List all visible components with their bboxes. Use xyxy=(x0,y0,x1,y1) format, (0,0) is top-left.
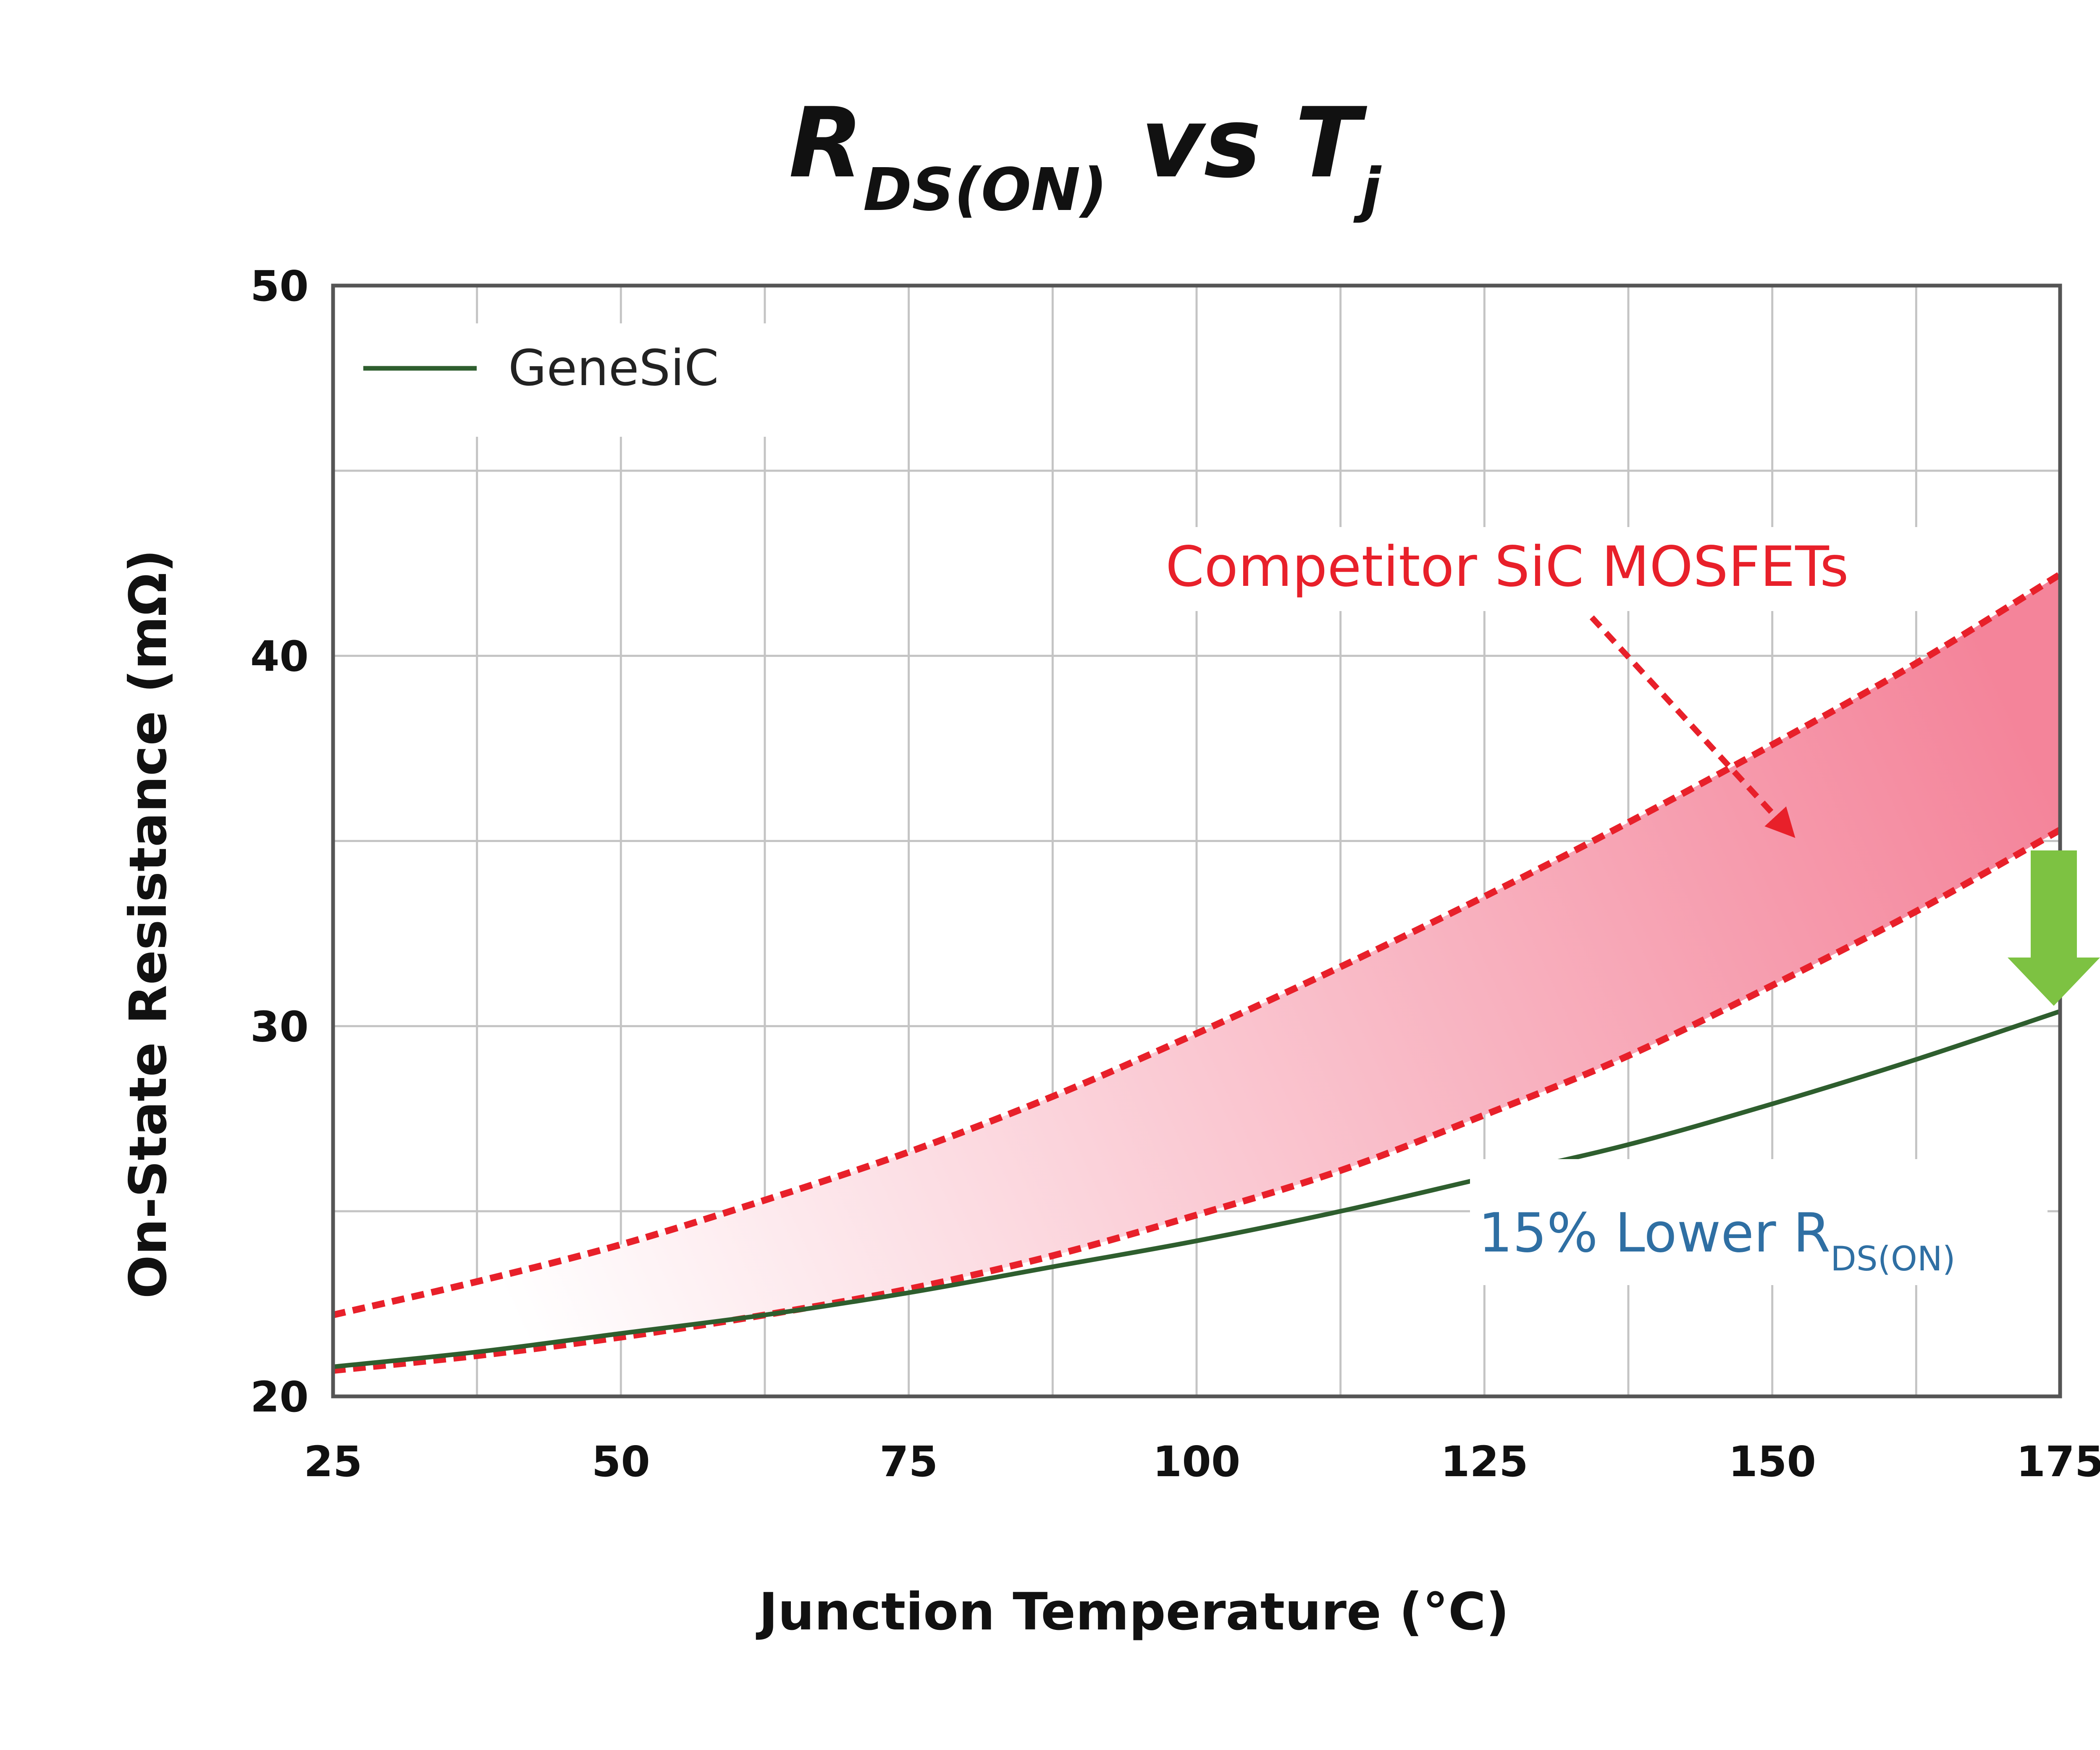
competitor-band-fill xyxy=(333,574,2060,1371)
chart-title: RDS(ON) vs Tj xyxy=(789,87,1382,224)
y-tick-label: 40 xyxy=(250,632,309,681)
y-tick-label: 50 xyxy=(250,262,309,311)
x-tick-label: 100 xyxy=(1153,1437,1241,1486)
y-axis-title: On-State Resistance (mΩ) xyxy=(118,549,178,1299)
x-tick-label: 25 xyxy=(304,1437,362,1486)
x-tick-label: 175 xyxy=(2016,1437,2100,1486)
legend-label-genesic: GeneSiC xyxy=(508,339,719,397)
legend: GeneSiC xyxy=(349,323,769,437)
competitor-band-lower-line xyxy=(333,827,2062,1374)
title-end: T xyxy=(1295,87,1368,199)
competitor-label-background xyxy=(1159,527,1957,611)
title-middle: vs xyxy=(1107,87,1295,199)
lower-rdson-label-sub: DS(ON) xyxy=(1830,1239,1956,1278)
lower-label-background xyxy=(1470,1159,2048,1285)
x-tick-label: 150 xyxy=(1728,1437,1816,1486)
title-main-sub: DS(ON) xyxy=(863,156,1107,224)
title-main: R xyxy=(789,87,863,199)
y-tick-label: 20 xyxy=(250,1372,309,1422)
competitor-band-upper-line xyxy=(332,571,2062,1318)
x-tick-label: 75 xyxy=(879,1437,938,1486)
competitor-label: Competitor SiC MOSFETs xyxy=(1166,535,1849,599)
plot-frame xyxy=(331,283,2062,1398)
x-tick-label: 50 xyxy=(592,1437,650,1486)
reduction-down-arrow xyxy=(2008,850,2100,1006)
genesic-series-line xyxy=(333,1009,2061,1369)
y-tick-labels: 20 30 40 50 xyxy=(250,262,309,1422)
lower-rdson-label: 15% Lower RDS(ON) xyxy=(1478,1202,1956,1278)
x-tick-labels: 25 50 75 100 125 150 175 xyxy=(304,1437,2100,1486)
lower-rdson-label-main: 15% Lower R xyxy=(1478,1202,1830,1265)
x-tick-label: 125 xyxy=(1441,1437,1528,1486)
y-tick-label: 30 xyxy=(250,1002,309,1051)
x-axis-title: Junction Temperature (°C) xyxy=(756,1582,1509,1642)
legend-background xyxy=(349,323,769,437)
competitor-pointer-arrow xyxy=(1589,615,1796,838)
